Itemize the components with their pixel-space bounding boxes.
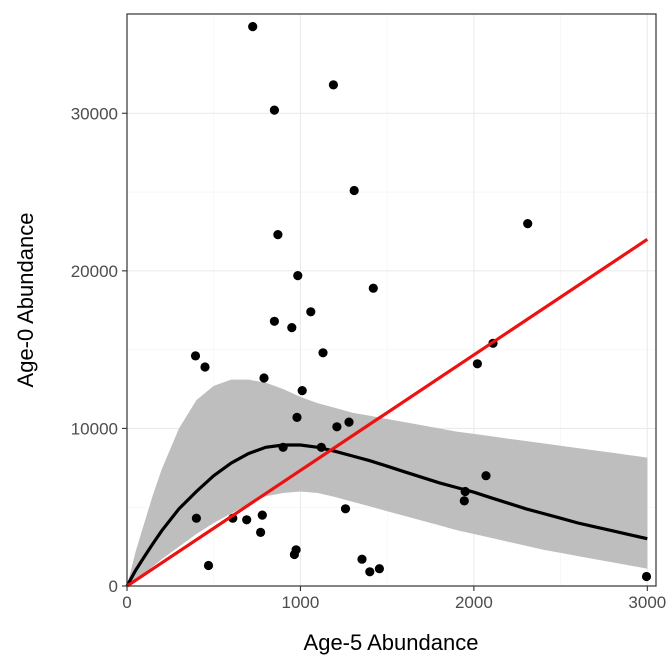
data-point	[481, 471, 491, 481]
data-point	[357, 554, 367, 564]
data-point	[523, 219, 533, 229]
data-point	[344, 417, 354, 427]
data-point	[248, 22, 258, 32]
data-point	[472, 359, 482, 369]
data-point	[269, 316, 279, 326]
fit-curve	[125, 443, 648, 587]
data-point	[203, 560, 214, 571]
y-tick-label: 10000	[71, 419, 118, 438]
data-point	[349, 185, 359, 196]
plot-panel-border	[126, 13, 657, 587]
data-point	[306, 307, 316, 317]
data-point	[641, 571, 652, 582]
data-point	[293, 271, 303, 281]
data-points	[190, 22, 652, 582]
y-tick-label: 0	[109, 577, 118, 596]
data-point	[291, 545, 301, 555]
x-tick-label: 0	[122, 593, 131, 612]
data-point	[459, 496, 469, 506]
x-tick-label: 3000	[628, 593, 666, 612]
data-point	[257, 510, 267, 520]
regression-line	[126, 238, 649, 588]
y-tick-label: 20000	[71, 262, 118, 281]
data-point	[256, 527, 266, 538]
data-point	[287, 323, 297, 333]
data-point	[297, 386, 307, 396]
x-axis-title: Age-5 Abundance	[304, 630, 479, 655]
data-point	[242, 515, 252, 525]
data-point	[328, 80, 338, 90]
data-point	[200, 362, 210, 372]
x-tick-label: 2000	[455, 593, 493, 612]
data-point	[318, 348, 328, 358]
data-point	[259, 373, 269, 383]
data-point	[340, 504, 351, 514]
data-point	[365, 567, 375, 577]
data-point	[332, 422, 342, 432]
data-point	[190, 351, 201, 361]
data-point	[292, 412, 302, 422]
x-axis: 0 1000 2000 3000	[122, 586, 666, 612]
data-point	[273, 230, 283, 240]
x-tick-label: 1000	[282, 593, 320, 612]
y-axis-title: Age-0 Abundance	[13, 213, 38, 388]
y-tick-label: 30000	[71, 104, 118, 123]
confidence-ribbon	[127, 379, 648, 586]
data-point	[374, 564, 384, 574]
data-point	[269, 105, 279, 115]
data-point	[191, 513, 201, 523]
y-axis: 0 10000 20000 30000	[71, 104, 127, 596]
data-point	[368, 283, 378, 293]
